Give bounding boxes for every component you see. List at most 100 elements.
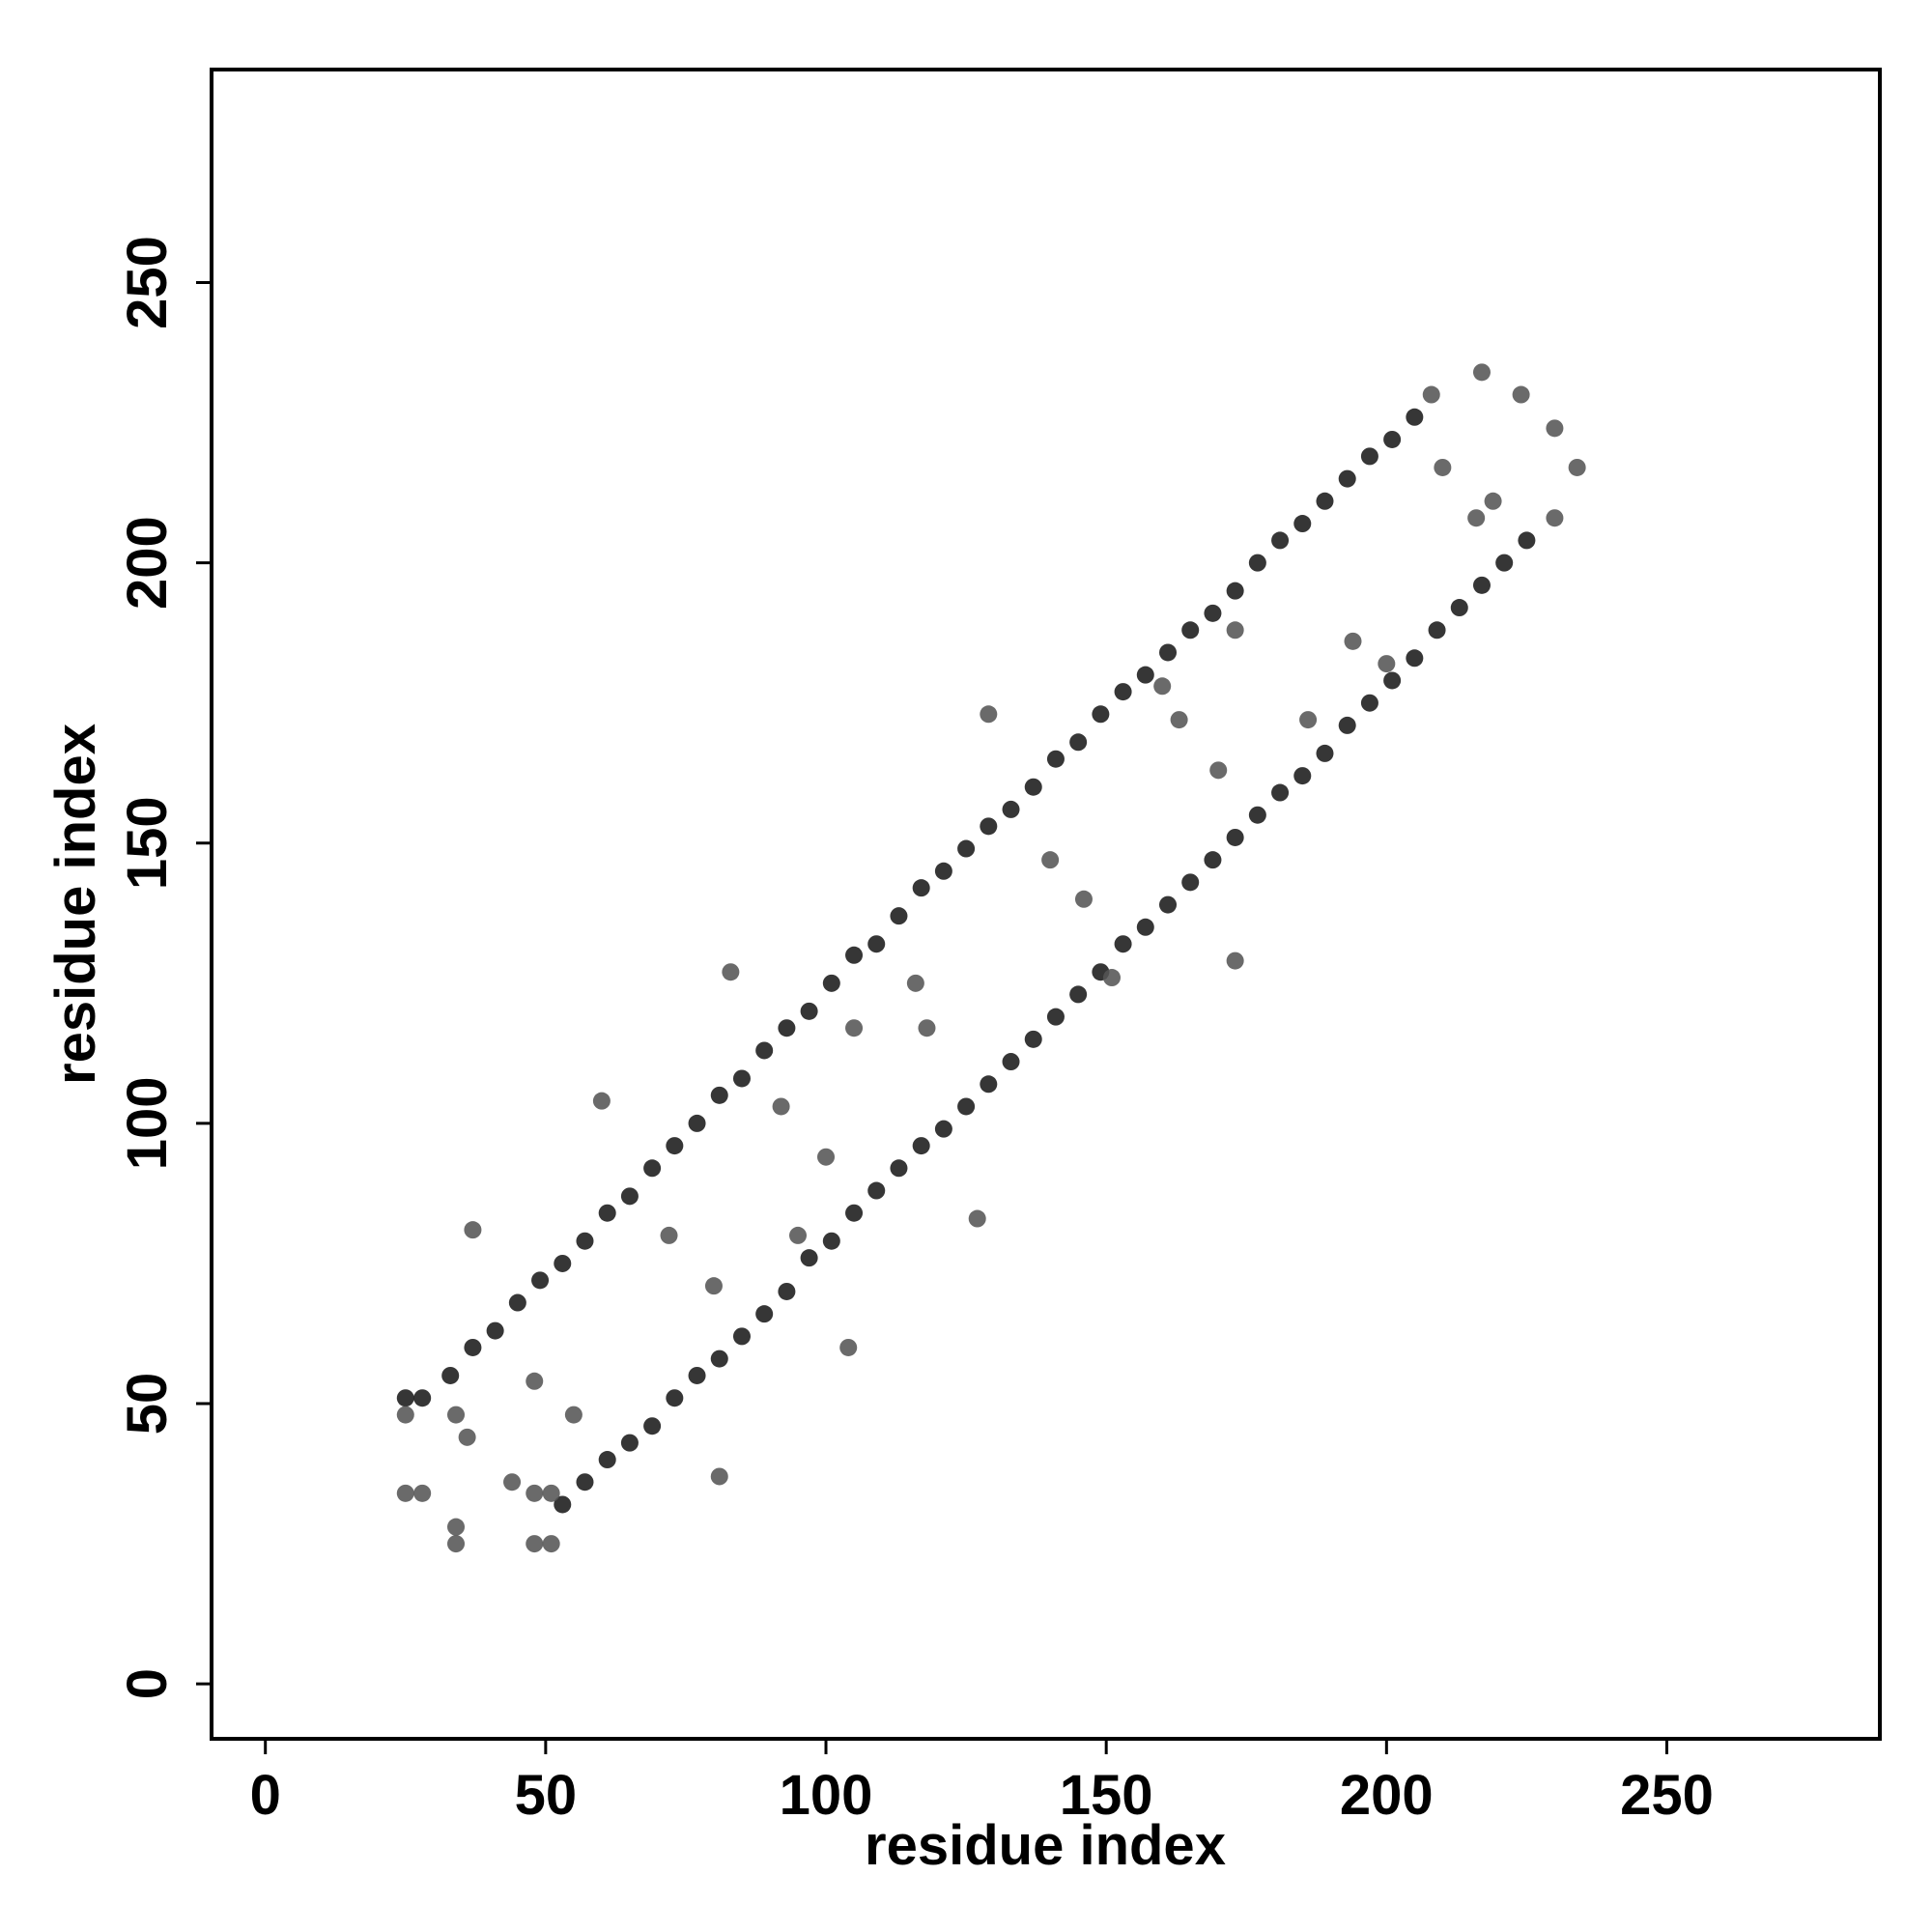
point [1568, 458, 1586, 476]
point [839, 1338, 858, 1356]
point [441, 1366, 460, 1384]
point [845, 1019, 864, 1037]
point [980, 705, 998, 724]
point [1209, 761, 1228, 780]
point [1383, 671, 1402, 690]
point [980, 1075, 998, 1094]
point [1046, 750, 1065, 768]
point [1226, 828, 1244, 846]
point [957, 839, 976, 858]
point [1170, 711, 1188, 729]
point [688, 1366, 706, 1384]
point [1472, 363, 1491, 382]
point [710, 1086, 728, 1104]
point [755, 1305, 774, 1323]
point [957, 1097, 976, 1116]
point [1378, 655, 1396, 673]
point [1024, 778, 1042, 796]
point [1546, 419, 1564, 438]
point [1002, 800, 1020, 818]
point [554, 1495, 572, 1514]
point [1338, 716, 1356, 734]
point [789, 1226, 808, 1244]
point [934, 862, 952, 880]
point [1181, 873, 1200, 892]
plot-frame [210, 68, 1882, 1741]
point [660, 1226, 678, 1244]
point [503, 1473, 522, 1492]
point [1114, 683, 1132, 701]
point [458, 1428, 476, 1446]
point [710, 1467, 728, 1486]
point [778, 1282, 796, 1300]
x-tick-label: 100 [780, 1764, 873, 1827]
point [722, 963, 740, 981]
point [1102, 969, 1121, 987]
point [1226, 582, 1244, 600]
x-tick-label: 150 [1060, 1764, 1153, 1827]
y-tick-label: 250 [116, 236, 179, 329]
point [576, 1232, 594, 1250]
point [1467, 509, 1486, 527]
point [1406, 649, 1424, 668]
point [1159, 643, 1178, 662]
point [867, 935, 886, 953]
point [1069, 733, 1088, 752]
point [772, 1097, 790, 1116]
point [396, 1484, 414, 1502]
point [1181, 621, 1200, 639]
point [912, 1137, 930, 1155]
point [890, 1159, 908, 1178]
point [1422, 385, 1440, 404]
point [1383, 430, 1402, 448]
x-tick-label: 250 [1620, 1764, 1714, 1827]
point [934, 1120, 952, 1138]
point [666, 1137, 684, 1155]
point [1046, 1008, 1065, 1026]
y-tick-label: 100 [116, 1076, 179, 1170]
point [620, 1187, 639, 1206]
point [845, 1204, 864, 1222]
point [1153, 677, 1172, 696]
point [447, 1406, 466, 1424]
point [710, 1350, 728, 1368]
point [778, 1019, 796, 1037]
point [447, 1518, 466, 1536]
point [1271, 783, 1290, 802]
point [980, 817, 998, 836]
point [592, 1092, 611, 1110]
point [396, 1406, 414, 1424]
point [1344, 632, 1362, 650]
point [845, 946, 864, 964]
point [1159, 895, 1178, 914]
point [1271, 531, 1290, 550]
point [464, 1338, 482, 1356]
point [1204, 604, 1222, 622]
y-tick-label: 200 [116, 516, 179, 610]
point [396, 1389, 414, 1407]
point [1226, 952, 1244, 970]
x-axis-label: residue index [865, 1814, 1226, 1877]
point [564, 1406, 582, 1424]
point [867, 1181, 886, 1200]
point [464, 1221, 482, 1239]
point [508, 1293, 526, 1312]
point [542, 1535, 560, 1553]
y-tick-label: 0 [116, 1668, 179, 1699]
point [526, 1484, 544, 1502]
point [620, 1434, 639, 1452]
x-tick-label: 50 [515, 1764, 578, 1827]
point [918, 1019, 936, 1037]
point [704, 1277, 723, 1295]
point [643, 1417, 662, 1435]
point [486, 1321, 504, 1340]
point [817, 1148, 836, 1166]
point [1428, 621, 1446, 639]
point [800, 1249, 818, 1267]
point [1360, 694, 1378, 712]
point [531, 1271, 550, 1290]
point [1512, 385, 1530, 404]
point [1041, 851, 1060, 869]
y-tick-label: 150 [116, 796, 179, 890]
